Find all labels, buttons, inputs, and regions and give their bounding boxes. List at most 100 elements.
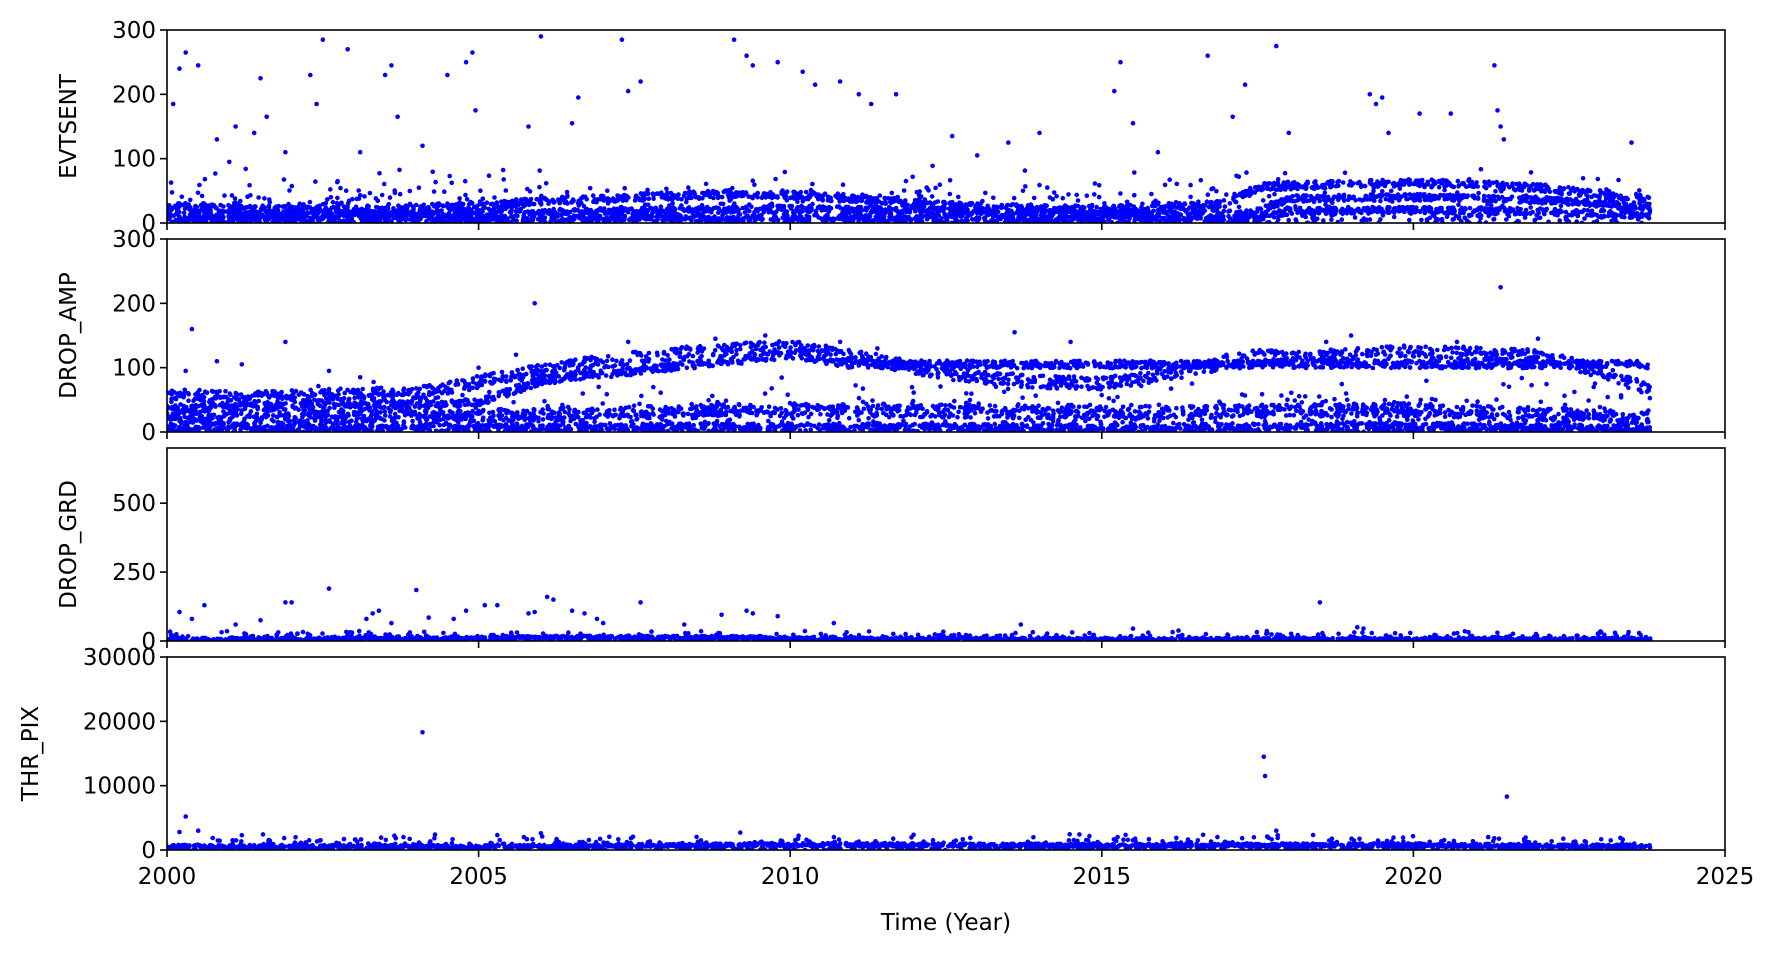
data-point [323,209,328,215]
data-point [876,205,881,210]
data-point [356,188,362,193]
data-point [1196,199,1201,204]
data-point [1557,185,1563,190]
data-point [1096,194,1102,200]
data-point [1202,208,1208,213]
data-point [289,215,294,221]
data-point [1528,183,1534,189]
data-point [609,198,615,203]
data-point [588,209,594,215]
data-point [1022,168,1028,173]
data-point [840,182,846,187]
data-point [750,178,756,183]
data-point [1281,212,1287,218]
data-point [1072,210,1077,215]
data-point [397,204,402,209]
data-point [1604,187,1609,192]
data-point [602,206,607,211]
data-point [335,179,340,185]
data-point [1218,212,1224,217]
data-point [1364,217,1369,223]
data-point [664,217,669,223]
data-point [1513,187,1518,193]
data-point [1407,217,1412,223]
data-point [376,218,381,223]
data-point [601,218,607,223]
data-point [1303,198,1309,204]
data-point [1391,206,1397,211]
data-point [860,192,865,197]
data-point [1453,213,1459,219]
data-point [804,206,809,212]
data-point [260,206,266,212]
data-point [256,195,261,200]
data-point [703,192,708,198]
data-point [1383,196,1389,202]
data-point [1619,197,1625,202]
data-point [1224,192,1229,197]
data-point [170,219,175,223]
data-point [173,203,178,209]
data-point [791,210,796,215]
data-point [957,200,962,205]
data-point [797,211,803,216]
data-point [509,214,514,219]
data-point [1205,219,1211,223]
data-point [181,210,187,216]
data-point [757,206,763,212]
data-point [1102,201,1107,206]
data-point [795,204,801,210]
data-point [356,214,362,219]
data-point [1380,189,1385,194]
data-point [1378,182,1384,187]
data-point [1524,182,1530,188]
data-point [1290,198,1295,204]
data-point [1326,196,1331,202]
data-point [880,215,885,220]
data-point [803,189,809,195]
data-point [882,195,887,201]
data-point [781,206,787,212]
data-point [1391,193,1396,199]
data-point [732,201,737,206]
data-point [1436,184,1442,190]
data-point [808,187,814,193]
data-point [1476,190,1481,196]
data-point [1173,200,1179,205]
data-point [244,216,249,221]
data-point [706,218,712,223]
data-point [837,213,842,218]
data-point [1285,206,1291,211]
data-point [781,193,787,198]
data-point [933,207,939,213]
data-point [188,197,193,203]
data-point [671,219,676,223]
data-point [204,213,210,219]
data-point [1466,176,1472,182]
data-point [1117,215,1123,221]
data-point [1640,207,1645,212]
data-point [448,213,454,219]
data-point [584,197,589,202]
data-point [936,212,941,218]
data-point [365,209,371,215]
data-point [1487,195,1493,200]
data-point [664,186,669,192]
data-point [947,178,953,183]
data-point [1266,193,1272,199]
data-point [1459,219,1464,223]
data-point [1440,179,1445,184]
data-point [949,209,954,214]
data-point [1614,192,1619,198]
data-point [1561,186,1567,192]
data-point [784,215,790,220]
data-point [1279,202,1285,207]
data-point [1631,200,1637,205]
data-point [1265,208,1271,213]
data-point [1145,212,1151,217]
data-point [922,208,927,214]
data-point [795,199,800,204]
data-point [374,204,379,210]
data-point [1603,195,1609,201]
data-point [1451,216,1456,222]
